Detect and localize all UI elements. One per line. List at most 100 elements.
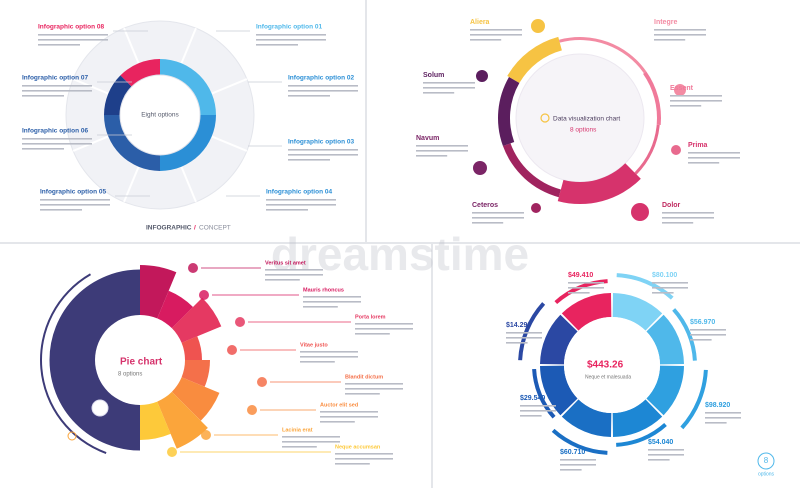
text-placeholder [282, 436, 340, 438]
text-placeholder [40, 204, 110, 206]
marker-dot [235, 317, 245, 327]
arc-segment [498, 77, 520, 147]
ring-segment [540, 314, 578, 365]
footer-label: CONCEPT [199, 225, 231, 232]
text-placeholder [472, 217, 524, 219]
text-placeholder [40, 209, 82, 211]
option-label: Auctor elit sed [320, 402, 358, 408]
arc-segment [557, 163, 641, 204]
text-placeholder [320, 421, 355, 423]
ring-segment [561, 293, 612, 331]
value-label: $60.710 [560, 449, 585, 456]
outer-arc [551, 428, 608, 455]
center-circle [564, 317, 660, 413]
option-label: Essent [670, 85, 694, 92]
option-label: Blandit dictum [345, 374, 383, 380]
text-placeholder [506, 332, 542, 334]
option-label: Infographic option 03 [288, 139, 354, 146]
text-placeholder [520, 405, 556, 407]
text-placeholder [303, 306, 338, 308]
text-placeholder [654, 29, 706, 31]
text-placeholder [345, 393, 380, 395]
text-placeholder [670, 100, 722, 102]
ring-segment [104, 115, 160, 171]
option-label: Navum [416, 135, 439, 142]
decor-dot [531, 203, 541, 213]
arc-segment [559, 37, 647, 74]
decor-dot [671, 145, 681, 155]
text-placeholder [662, 212, 714, 214]
footer-label: INFOGRAPHIC [146, 225, 192, 232]
decor-dot [476, 70, 488, 82]
ring-segment [561, 399, 612, 437]
text-placeholder [654, 39, 686, 41]
outer-arc [532, 368, 556, 419]
text-placeholder [288, 95, 330, 97]
text-placeholder [320, 411, 378, 413]
decor-dot [473, 161, 487, 175]
text-placeholder [265, 279, 300, 281]
value-label: $56.970 [690, 319, 715, 326]
text-placeholder [40, 199, 110, 201]
option-label: Ceteros [472, 202, 498, 209]
text-placeholder [22, 148, 64, 150]
ring-segment [120, 59, 160, 87]
text-placeholder [266, 204, 336, 206]
value-label: $54.040 [648, 439, 673, 446]
text-placeholder [345, 388, 403, 390]
text-placeholder [355, 328, 413, 330]
decor-dot [91, 399, 109, 417]
marker-dot [188, 263, 198, 273]
text-placeholder [470, 29, 522, 31]
inner-disk [515, 53, 645, 183]
center-subtitle: 8 options [570, 127, 597, 134]
text-placeholder [22, 95, 64, 97]
option-label: Dolor [662, 202, 681, 209]
outer-arc [616, 422, 667, 447]
text-placeholder [560, 464, 596, 466]
outer-arc [672, 308, 697, 361]
center-circle [95, 315, 185, 405]
arc-segment [643, 71, 661, 126]
text-placeholder [335, 463, 370, 465]
spoke [211, 78, 248, 95]
text-placeholder [22, 85, 92, 87]
text-placeholder [288, 154, 358, 156]
text-placeholder [22, 90, 92, 92]
text-placeholder [652, 292, 674, 294]
text-placeholder [662, 217, 714, 219]
option-label: Prima [688, 142, 708, 149]
text-placeholder [520, 415, 542, 417]
text-placeholder [688, 157, 740, 159]
ring-segment [160, 59, 216, 115]
marker-dot [227, 345, 237, 355]
spoke [180, 166, 197, 203]
text-placeholder [256, 39, 326, 41]
text-placeholder [345, 383, 403, 385]
text-placeholder [300, 356, 358, 358]
text-placeholder [265, 269, 323, 271]
text-placeholder [520, 410, 556, 412]
text-placeholder [568, 287, 604, 289]
text-placeholder [470, 39, 502, 41]
text-placeholder [688, 152, 740, 154]
text-placeholder [288, 85, 358, 87]
text-placeholder [300, 361, 335, 363]
value-label: $80.100 [652, 272, 677, 279]
text-placeholder [38, 34, 108, 36]
decor-dot [631, 203, 649, 221]
text-placeholder [506, 337, 542, 339]
text-placeholder [688, 162, 720, 164]
text-placeholder [416, 150, 468, 152]
badge-circle [757, 452, 775, 470]
text-placeholder [472, 222, 504, 224]
ring-segment [612, 293, 663, 331]
watermark: dreamstime [271, 228, 529, 280]
text-placeholder [288, 149, 358, 151]
ring-segment [612, 399, 663, 437]
center-subtitle: 8 options [118, 372, 142, 378]
ring-segment [540, 365, 578, 416]
option-label: Infographic option 05 [40, 189, 106, 196]
option-label: Solum [423, 72, 444, 79]
text-placeholder [22, 143, 92, 145]
